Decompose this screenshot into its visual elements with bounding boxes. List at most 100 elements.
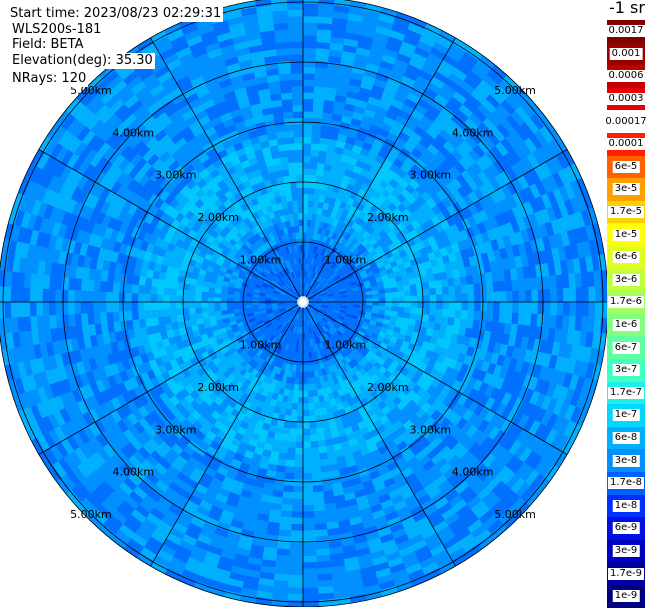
data-cell [278, 61, 291, 68]
data-cell [303, 200, 308, 206]
data-cell [354, 299, 360, 302]
data-cell [316, 555, 330, 562]
data-cell [373, 302, 379, 306]
data-cell [151, 310, 158, 318]
data-cell [280, 517, 292, 524]
data-cell [307, 384, 312, 391]
data-cell [288, 207, 294, 214]
data-cell [385, 302, 391, 307]
data-cell [312, 131, 321, 138]
data-cell [282, 428, 290, 435]
data-cell [296, 175, 303, 182]
data-cell [403, 285, 410, 291]
data-cell [106, 281, 113, 292]
data-cell [289, 214, 294, 221]
data-cell [549, 315, 556, 329]
data-cell [295, 143, 303, 150]
data-cell [303, 448, 311, 455]
data-cell [499, 312, 506, 323]
data-cell [138, 285, 145, 294]
data-cell [308, 403, 314, 410]
data-cell [303, 511, 314, 518]
data-cell [68, 290, 75, 302]
data-cell [279, 523, 291, 530]
data-cell [294, 473, 303, 480]
data-cell [480, 283, 487, 293]
data-cell [303, 384, 308, 390]
data-cell [164, 316, 171, 324]
data-cell [310, 441, 318, 448]
data-cell [138, 302, 145, 311]
data-cell [94, 280, 101, 291]
data-cell [312, 390, 318, 397]
data-cell [303, 194, 309, 200]
data-cell [530, 277, 537, 290]
data-cell [306, 353, 309, 360]
data-cell [303, 397, 308, 403]
data-cell [373, 298, 379, 302]
data-cell [442, 287, 449, 295]
data-cell [303, 80, 315, 87]
data-cell [308, 200, 314, 207]
data-cell [318, 446, 327, 453]
data-cell [282, 105, 293, 112]
data-cell [299, 365, 303, 371]
data-cell [190, 319, 197, 326]
data-cell [486, 312, 493, 322]
data-cell [144, 310, 151, 319]
data-cell [544, 302, 551, 315]
data-cell [303, 54, 316, 61]
data-cell [163, 302, 170, 309]
data-cell [303, 391, 308, 397]
data-cell [366, 302, 372, 306]
data-cell [318, 150, 327, 157]
data-cell [157, 302, 164, 310]
data-cell [291, 530, 303, 537]
data-cell [303, 454, 311, 461]
data-cell [276, 48, 290, 55]
data-cell [557, 288, 564, 302]
data-cell [316, 42, 330, 49]
data-cell [315, 61, 328, 68]
data-cell [295, 454, 303, 461]
data-cell [285, 188, 292, 195]
data-cell [454, 277, 461, 286]
data-cell [481, 292, 488, 302]
data-cell [299, 232, 303, 238]
data-cell [524, 314, 531, 326]
data-cell [468, 293, 475, 302]
data-cell [151, 302, 158, 310]
data-cell [303, 486, 313, 493]
data-cell [292, 200, 298, 207]
data-cell [441, 279, 448, 287]
data-cell [303, 372, 307, 378]
data-cell [75, 278, 82, 290]
data-cell [525, 290, 532, 302]
data-cell [291, 80, 303, 87]
data-cell [112, 292, 119, 302]
data-cell [42, 288, 49, 302]
data-cell [281, 93, 292, 100]
data-cell [290, 422, 297, 429]
data-cell [315, 523, 327, 530]
data-cell [87, 291, 94, 302]
data-cell [62, 277, 69, 290]
data-cell [290, 549, 303, 556]
data-cell [170, 288, 177, 295]
data-cell [303, 219, 307, 225]
data-cell [246, 302, 252, 305]
data-cell [293, 105, 303, 112]
data-cell [208, 302, 214, 307]
data-cell [550, 302, 557, 315]
data-cell [447, 278, 454, 287]
data-cell [518, 279, 525, 291]
data-cell [512, 313, 519, 325]
data-cell [308, 207, 313, 214]
data-cell [286, 195, 292, 202]
data-cell [294, 213, 299, 220]
data-cell [435, 316, 442, 324]
data-cell [312, 384, 317, 391]
data-cell [310, 156, 318, 163]
data-cell [537, 314, 544, 327]
